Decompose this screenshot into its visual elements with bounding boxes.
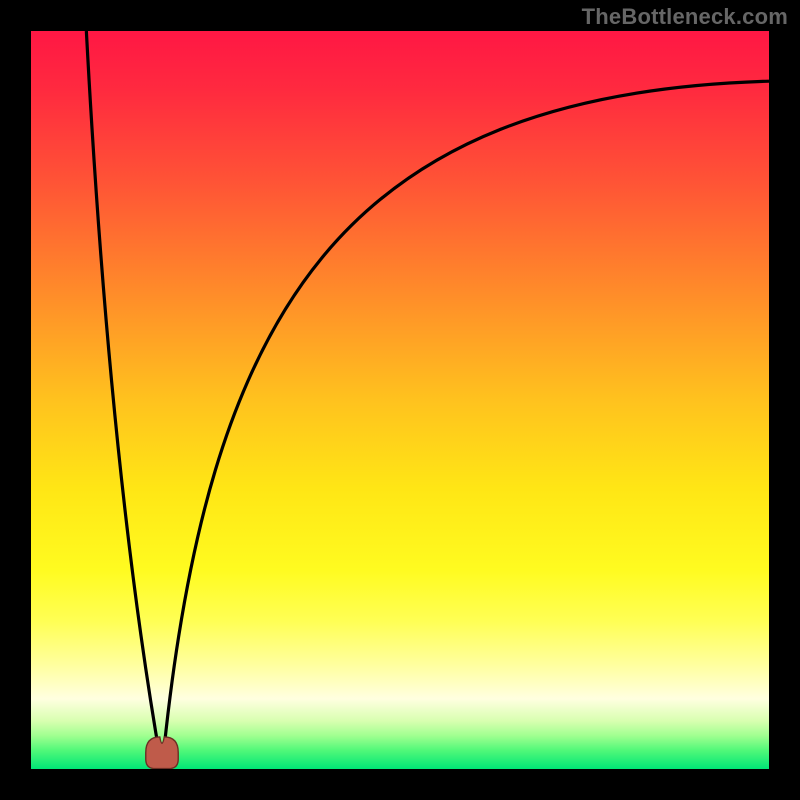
chart-plot <box>31 31 769 769</box>
gradient-background <box>31 31 769 769</box>
watermark-text: TheBottleneck.com <box>582 4 788 30</box>
canvas: TheBottleneck.com <box>0 0 800 800</box>
